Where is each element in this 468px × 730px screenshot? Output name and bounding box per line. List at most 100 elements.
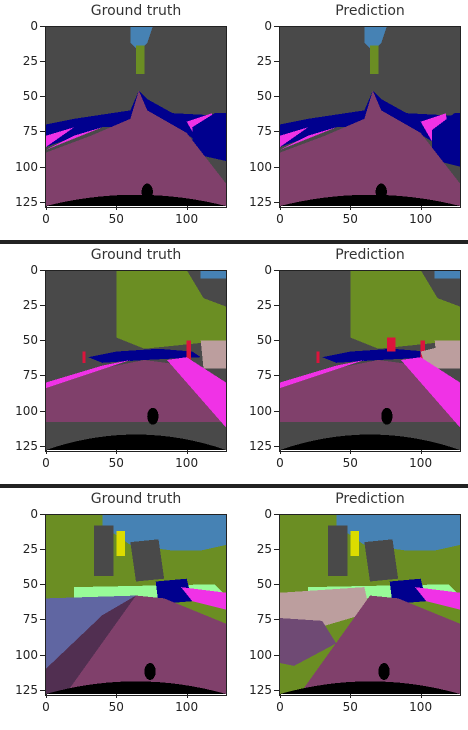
x-tick-mark — [350, 694, 352, 698]
ground-truth-panel: Ground truth 0 25 50 75 100 125 0 50 100 — [0, 488, 234, 728]
y-tick-label: 0 — [264, 263, 272, 277]
y-tick-label: 100 — [249, 403, 272, 418]
segmentation-image — [46, 26, 226, 206]
ground-truth-panel: Ground truth 0 25 50 75 100 125 0 50 100 — [0, 244, 234, 484]
y-tick-mark — [274, 375, 279, 377]
y-tick-label: 25 — [256, 54, 272, 69]
y-tick-label: 0 — [30, 263, 38, 277]
x-tick-label: 0 — [276, 212, 284, 226]
row-separator — [0, 484, 468, 488]
x-tick-label: 100 — [409, 700, 433, 714]
y-tick-label: 0 — [264, 507, 272, 521]
y-tick-mark — [40, 166, 45, 168]
y-tick-label: 50 — [22, 333, 38, 348]
x-tick-mark — [186, 206, 188, 210]
y-tick-mark — [40, 654, 45, 656]
y-tick-label: 75 — [22, 124, 38, 139]
x-tick-mark — [116, 694, 118, 698]
y-tick-mark — [274, 689, 279, 691]
y-tick-label: 25 — [22, 298, 38, 313]
y-tick-label: 0 — [30, 19, 38, 33]
y-tick-label: 100 — [249, 647, 272, 662]
segmentation-image — [46, 270, 226, 450]
panel-title: Ground truth — [90, 491, 182, 507]
x-tick-label: 50 — [108, 700, 124, 714]
y-tick-mark — [40, 340, 45, 342]
panel-title: Prediction — [335, 491, 405, 507]
y-tick-label: 0 — [264, 19, 272, 33]
segmentation-image — [280, 514, 460, 694]
x-tick-mark — [46, 206, 47, 210]
prediction-panel: Prediction 0 25 50 75 100 125 0 50 100 — [234, 488, 468, 728]
y-tick-label: 100 — [249, 159, 272, 174]
x-tick-label: 0 — [42, 212, 50, 226]
y-tick-label: 50 — [22, 577, 38, 592]
y-tick-mark — [274, 410, 279, 412]
y-tick-mark — [40, 619, 45, 621]
y-tick-label: 75 — [22, 368, 38, 383]
x-tick-label: 0 — [42, 456, 50, 470]
panel-title: Ground truth — [90, 247, 182, 263]
y-tick-label: 50 — [256, 89, 272, 104]
prediction-panel: Prediction 0 25 50 75 100 125 0 50 100 — [234, 244, 468, 484]
y-tick-label: 50 — [256, 577, 272, 592]
y-tick-label: 50 — [256, 333, 272, 348]
segmentation-image — [46, 514, 226, 694]
x-tick-mark — [186, 450, 188, 454]
y-tick-label: 125 — [15, 438, 38, 453]
y-tick-label: 0 — [30, 507, 38, 521]
y-tick-mark — [40, 270, 45, 271]
panel-title: Prediction — [335, 3, 405, 19]
x-tick-mark — [186, 694, 188, 698]
x-tick-label: 100 — [175, 700, 199, 714]
x-tick-label: 0 — [42, 700, 50, 714]
y-tick-mark — [40, 305, 45, 307]
y-tick-label: 25 — [256, 298, 272, 313]
segmentation-image — [280, 26, 460, 206]
ground-truth-panel: Ground truth 0 25 50 75 100 125 0 50 100 — [0, 0, 234, 240]
panel-title: Ground truth — [90, 3, 182, 19]
x-tick-mark — [280, 450, 281, 454]
x-tick-mark — [350, 206, 352, 210]
figure-row: Ground truth 0 25 50 75 100 125 0 50 100 Predictio… — [0, 0, 468, 240]
y-tick-mark — [274, 305, 279, 307]
y-tick-label: 75 — [256, 612, 272, 627]
y-tick-label: 125 — [249, 194, 272, 209]
figure-row: Ground truth 0 25 50 75 100 125 0 50 100 Predictio… — [0, 488, 468, 728]
x-tick-label: 100 — [409, 456, 433, 470]
x-tick-mark — [350, 450, 352, 454]
y-tick-label: 75 — [22, 612, 38, 627]
x-tick-mark — [280, 694, 281, 698]
y-tick-mark — [40, 549, 45, 551]
y-tick-mark — [40, 584, 45, 586]
y-tick-label: 100 — [15, 159, 38, 174]
x-tick-label: 50 — [108, 456, 124, 470]
y-tick-label: 125 — [249, 438, 272, 453]
y-tick-mark — [274, 131, 279, 133]
y-tick-mark — [40, 201, 45, 203]
y-tick-mark — [274, 26, 279, 27]
y-tick-label: 75 — [256, 368, 272, 383]
y-tick-mark — [274, 340, 279, 342]
y-tick-label: 125 — [15, 194, 38, 209]
x-tick-label: 100 — [409, 212, 433, 226]
y-tick-mark — [40, 61, 45, 63]
y-tick-mark — [40, 26, 45, 27]
x-tick-label: 100 — [175, 212, 199, 226]
segmentation-image — [280, 270, 460, 450]
x-tick-label: 0 — [276, 456, 284, 470]
y-tick-mark — [40, 514, 45, 515]
x-tick-mark — [420, 450, 422, 454]
y-tick-mark — [274, 166, 279, 168]
y-tick-mark — [274, 654, 279, 656]
y-tick-mark — [274, 445, 279, 447]
x-tick-label: 50 — [342, 700, 358, 714]
y-tick-label: 25 — [22, 542, 38, 557]
y-tick-mark — [40, 131, 45, 133]
x-tick-label: 0 — [276, 700, 284, 714]
y-tick-label: 125 — [249, 682, 272, 697]
y-tick-mark — [274, 270, 279, 271]
y-tick-mark — [274, 96, 279, 98]
x-tick-label: 50 — [342, 456, 358, 470]
y-tick-mark — [274, 61, 279, 63]
